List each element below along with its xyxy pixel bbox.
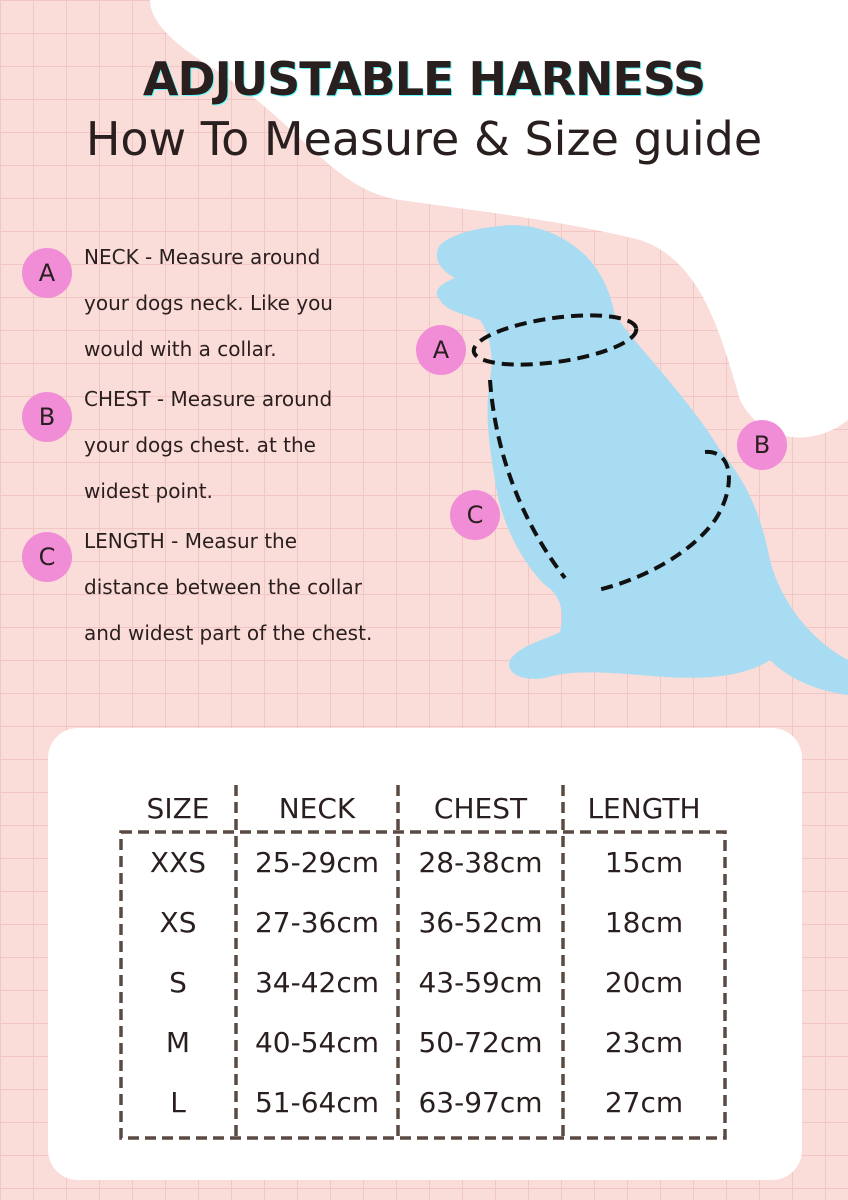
table-cell: 20cm: [604, 966, 684, 999]
table-cell: M: [165, 1026, 191, 1059]
table-cell: 25-29cm: [254, 846, 380, 879]
size-table-card: [48, 728, 802, 1180]
table-cell: 63-97cm: [418, 1086, 543, 1119]
table-cell: L: [170, 1086, 186, 1119]
instruction-line: NECK - Measure around: [84, 245, 321, 269]
diagram-marker-c: C: [450, 490, 500, 540]
table-cell: 28-38cm: [418, 846, 543, 879]
instruction-line: and widest part of the chest.: [84, 621, 373, 645]
instruction-line: would with a collar.: [84, 337, 277, 361]
instruction-chest: CHEST - Measure around your dogs chest. …: [84, 376, 444, 514]
instruction-neck: NECK - Measure around your dogs neck. Li…: [84, 234, 444, 372]
diagram-marker-a: A: [416, 325, 466, 375]
table-header-size: SIZE: [146, 792, 210, 825]
table-cell: 50-72cm: [418, 1026, 543, 1059]
page-subtitle: How To Measure & Size guide: [85, 112, 763, 166]
marker-b-badge: B: [22, 392, 72, 442]
instruction-line: widest point.: [84, 479, 213, 503]
instruction-line: CHEST - Measure around: [84, 387, 333, 411]
table-cell: 43-59cm: [418, 966, 543, 999]
table-cell: 18cm: [604, 906, 684, 939]
table-header-chest: CHEST: [433, 792, 528, 825]
table-cell: 40-54cm: [254, 1026, 380, 1059]
instruction-line: your dogs chest. at the: [84, 433, 316, 457]
table-cell: 34-42cm: [254, 966, 380, 999]
table-cell: XXS: [149, 846, 207, 879]
page-title: ADJUSTABLE HARNESS: [142, 52, 706, 106]
table-cell: 15cm: [604, 846, 684, 879]
table-header-length: LENGTH: [587, 792, 701, 825]
instruction-line: LENGTH - Measur the: [84, 529, 298, 553]
instruction-length: LENGTH - Measur the distance between the…: [84, 518, 464, 656]
table-cell: 27cm: [604, 1086, 684, 1119]
table-cell: XS: [159, 906, 197, 939]
diagram-marker-b: B: [737, 420, 787, 470]
instruction-line: your dogs neck. Like you: [84, 291, 333, 315]
table-cell: 51-64cm: [254, 1086, 380, 1119]
instruction-line: distance between the collar: [84, 575, 362, 599]
table-cell: S: [169, 966, 187, 999]
table-header-neck: NECK: [278, 792, 356, 825]
table-cell: 36-52cm: [418, 906, 543, 939]
marker-c-badge: C: [22, 532, 72, 582]
table-cell: 27-36cm: [254, 906, 380, 939]
table-cell: 23cm: [604, 1026, 684, 1059]
marker-a-badge: A: [22, 248, 72, 298]
